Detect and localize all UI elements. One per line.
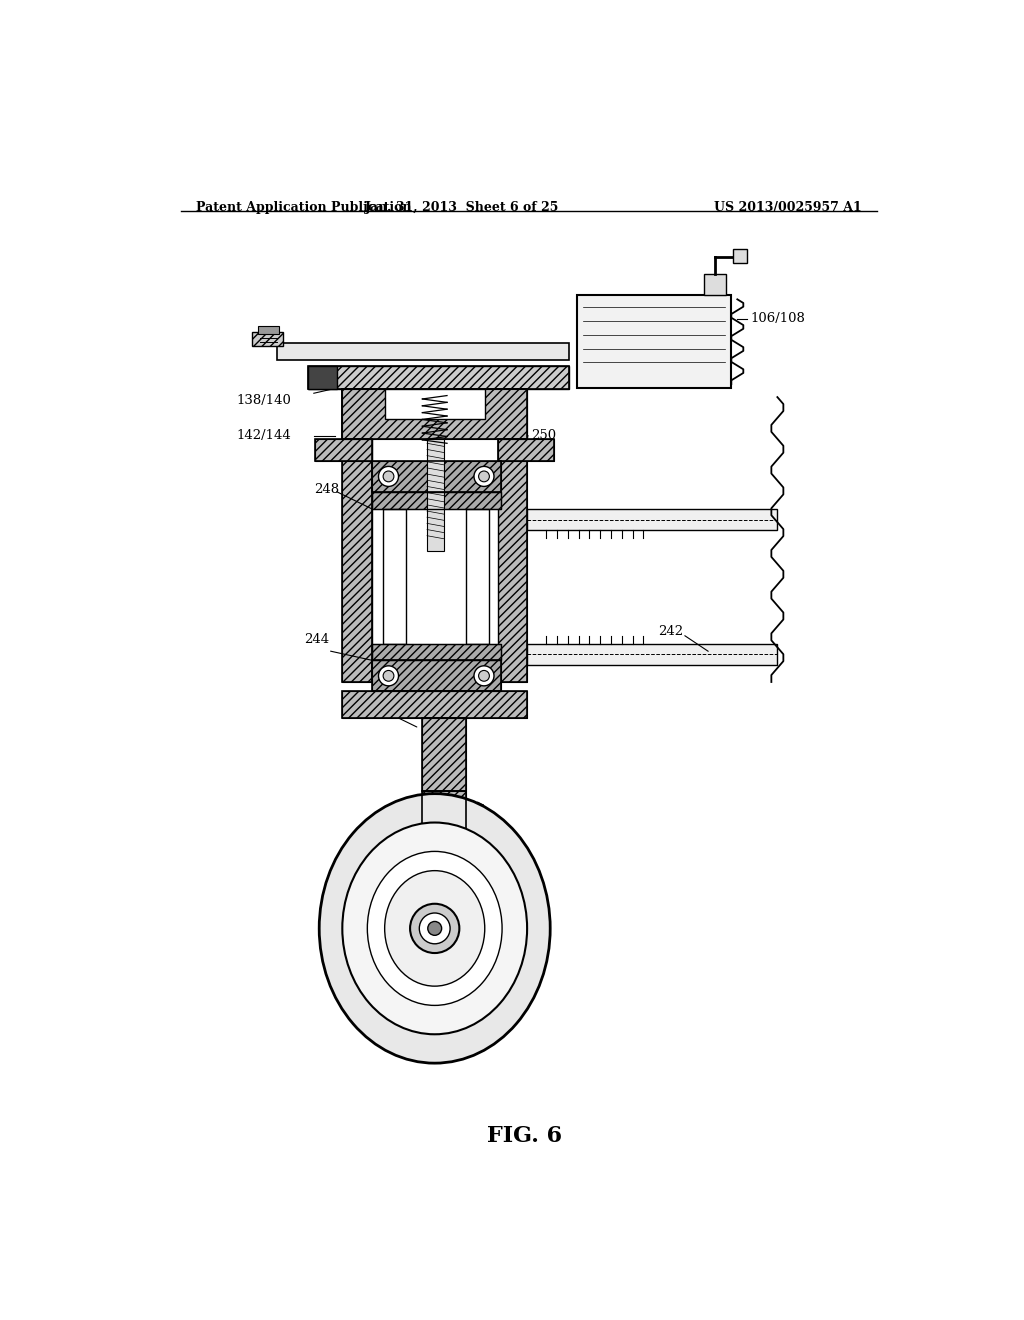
Bar [307,367,569,389]
Bar [422,718,466,792]
Bar [422,792,466,834]
Bar [705,275,726,296]
Bar [372,461,501,492]
Text: FIG. 6: FIG. 6 [487,1125,562,1147]
Ellipse shape [385,871,484,986]
Bar [372,644,501,660]
Bar [733,249,748,263]
Bar [372,389,498,682]
Bar [372,660,501,692]
Circle shape [478,471,489,482]
Circle shape [410,904,460,953]
Bar [498,440,554,461]
Text: US 2013/0025957 A1: US 2013/0025957 A1 [715,201,862,214]
Bar [383,508,407,644]
Circle shape [474,466,494,487]
Bar [427,440,444,552]
Text: Patent Application Publication: Patent Application Publication [196,201,412,214]
Bar [342,692,527,718]
Bar [342,389,527,440]
Bar [307,367,337,389]
Text: 250: 250 [531,429,556,442]
Circle shape [428,921,441,936]
Bar [422,718,466,792]
Ellipse shape [368,851,502,1006]
Circle shape [419,913,451,944]
Bar [372,492,501,508]
Bar [527,644,777,665]
Circle shape [478,671,489,681]
Text: 106/108: 106/108 [751,312,805,325]
Bar [315,440,372,461]
Bar [342,389,527,440]
Text: Jan. 31, 2013  Sheet 6 of 25: Jan. 31, 2013 Sheet 6 of 25 [365,201,559,214]
Text: 142/144: 142/144 [237,429,292,442]
Text: 244: 244 [304,634,329,647]
Bar [315,440,372,461]
Ellipse shape [319,793,550,1063]
Circle shape [383,471,394,482]
Bar [498,389,527,682]
Circle shape [379,466,398,487]
Bar [252,331,283,346]
Bar [498,389,527,682]
Bar [372,660,501,692]
Circle shape [383,671,394,681]
Bar [372,461,501,492]
Bar [422,792,466,834]
Bar [372,644,501,660]
Bar [342,692,527,718]
Bar [372,492,501,508]
Bar [498,440,554,461]
Circle shape [379,665,398,686]
Text: 240: 240 [360,702,385,715]
Bar [276,343,569,360]
Ellipse shape [342,822,527,1035]
Circle shape [474,665,494,686]
Bar [342,389,372,682]
Text: 138/140: 138/140 [237,395,292,408]
Bar [258,326,280,334]
Bar [342,389,372,682]
Text: 248: 248 [313,483,339,496]
Bar [527,508,777,531]
Bar [578,296,731,388]
Bar [466,508,489,644]
Bar [385,389,484,418]
Bar [307,367,569,389]
Text: 242: 242 [658,626,683,639]
